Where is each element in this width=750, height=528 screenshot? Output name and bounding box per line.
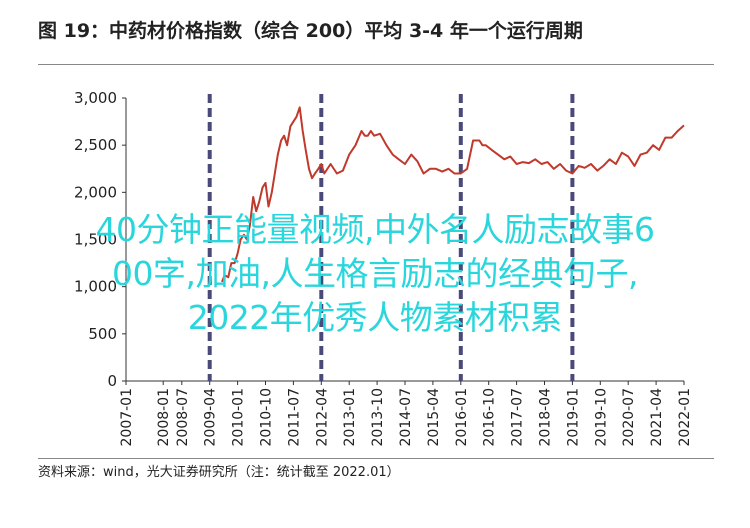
x-tick-labels: 2007-01 2008-01 2008-07 2009-04 2010-01 2010-… [119,388,693,447]
top-divider [38,64,714,65]
cycle-markers [207,94,575,381]
x-tick-label: 2010-10 [259,388,275,447]
x-tick-label: 2022-01 [677,388,693,447]
x-tick-label: 2020-07 [621,388,637,447]
bottom-divider [38,458,714,459]
y-tick-label: 3,000 [74,89,117,107]
x-tick-label: 2015-04 [426,388,442,447]
x-tick-label: 2017-07 [510,388,526,447]
x-tick-label: 2010-01 [231,388,247,447]
x-tick-label: 2008-01 [156,388,172,447]
x-tick-label: 2008-07 [175,388,191,447]
y-tick-label: 500 [88,325,117,343]
x-tick-label: 2007-01 [119,388,135,447]
x-tick-label: 2012-04 [314,388,330,447]
x-tick-label: 2018-04 [538,388,554,447]
x-tick-label: 2013-10 [370,388,386,447]
axes [122,97,685,385]
y-tick-label: 1,000 [74,278,117,296]
x-tick-label: 2021-04 [649,388,665,447]
y-tick-label: 0 [107,372,117,390]
y-tick-label: 2,500 [74,136,117,154]
x-tick-label: 2019-01 [565,388,581,447]
overlay-caption: 40分钟正能量视频,中外名人励志故事6 00字,加油,人生格言励志的经典句子, … [0,208,750,340]
overlay-line-1: 40分钟正能量视频,中外名人励志故事6 [95,210,655,249]
series-layer [221,106,685,283]
y-tick-labels: 0 500 1,000 1,500 2,000 2,500 3,000 [74,89,117,390]
x-tick-label: 2009-04 [203,388,219,447]
overlay-line-2: 00字,加油,人生格言励志的经典句子, [112,254,638,293]
overlay-line-3: 2022年优秀人物素材积累 [187,298,563,337]
x-tick-label: 2013-01 [342,388,358,447]
x-tick-label: 2016-01 [454,388,470,447]
chart-title: 图 19：中药材价格指数（综合 200）平均 3-4 年一个运行周期 [38,20,583,42]
y-tick-label: 2,000 [74,183,117,201]
price-index-line [221,106,685,283]
y-tick-label: 1,500 [74,231,117,249]
x-tick-label: 2016-10 [482,388,498,447]
x-tick-label: 2014-07 [398,388,414,447]
x-tick-label: 2011-07 [286,388,302,447]
source-note: 资料来源：wind，光大证券研究所（注：统计截至 2022.01） [38,465,400,480]
x-tick-label: 2019-10 [593,388,609,447]
